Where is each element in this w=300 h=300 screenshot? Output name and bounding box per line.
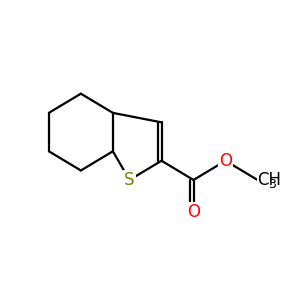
Text: O: O	[187, 203, 200, 221]
Text: O: O	[219, 152, 232, 170]
Text: CH: CH	[257, 171, 281, 189]
Text: 3: 3	[268, 178, 276, 191]
Text: S: S	[124, 171, 135, 189]
